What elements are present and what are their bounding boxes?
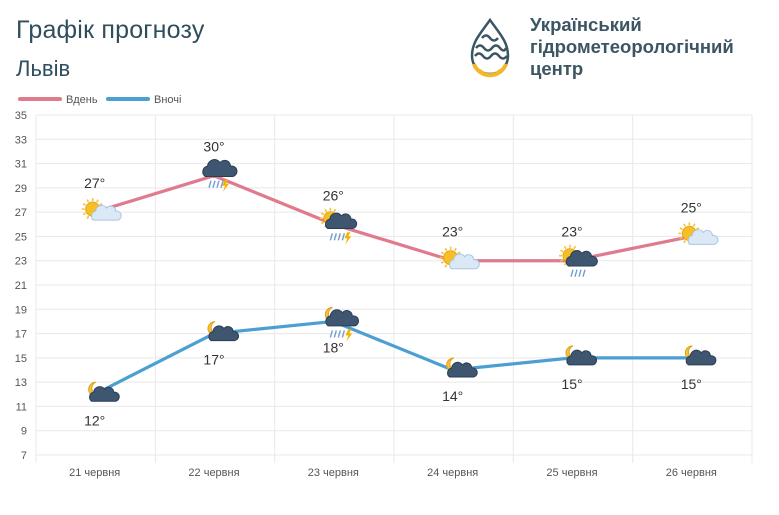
y-tick-label: 35 bbox=[15, 110, 27, 122]
cloud-shape bbox=[202, 159, 238, 177]
night-temp-label: 18° bbox=[323, 339, 344, 355]
lightning-bolt bbox=[222, 179, 229, 192]
sun-cloud-icon bbox=[678, 222, 719, 245]
x-tick-label: 26 червня bbox=[666, 467, 717, 479]
rain-drop bbox=[574, 269, 578, 277]
y-tick-label: 17 bbox=[15, 329, 27, 341]
moon-cloud-icon bbox=[207, 321, 240, 342]
x-tick-label: 25 червня bbox=[546, 467, 597, 479]
legend-label: Вночі bbox=[154, 94, 181, 106]
night-temp-label: 15° bbox=[561, 376, 582, 392]
rain-drop bbox=[329, 330, 334, 338]
rain-drop bbox=[337, 233, 342, 241]
rain-drop bbox=[333, 330, 338, 338]
y-tick-label: 31 bbox=[15, 159, 27, 171]
sun-cloud-icon bbox=[439, 246, 480, 270]
cloud-shape bbox=[687, 229, 719, 245]
y-tick-label: 7 bbox=[21, 450, 27, 462]
night-temp-label: 14° bbox=[442, 388, 463, 404]
rain-drop bbox=[341, 330, 346, 338]
x-tick-label: 24 червня bbox=[427, 467, 478, 479]
y-tick-label: 33 bbox=[15, 134, 27, 146]
y-tick-label: 23 bbox=[15, 256, 27, 268]
day-temp-label: 23° bbox=[442, 224, 463, 240]
sun-thunderstorm-rain-icon bbox=[319, 207, 358, 245]
org-name-line3: центр bbox=[530, 58, 584, 79]
hydromet-logo-icon bbox=[470, 18, 510, 78]
rain-drop bbox=[208, 180, 212, 188]
y-tick-label: 13 bbox=[15, 377, 27, 389]
sun-cloud-icon bbox=[81, 198, 122, 221]
cloud-shape bbox=[89, 386, 120, 402]
legend-label: Вдень bbox=[66, 94, 98, 106]
moon-cloud-rain-thunder-icon bbox=[324, 306, 359, 342]
y-tick-label: 15 bbox=[15, 353, 27, 365]
cloud-shape bbox=[208, 325, 240, 342]
cloud-shape bbox=[325, 309, 359, 327]
y-tick-label: 11 bbox=[16, 401, 27, 413]
rain-drop bbox=[212, 180, 216, 188]
org-name: Український гідрометеорологічний центр bbox=[530, 14, 734, 80]
rain-drop bbox=[341, 233, 346, 241]
lightning-bolt bbox=[344, 232, 352, 245]
rain-drop bbox=[333, 233, 338, 241]
cloud-shape bbox=[565, 250, 598, 267]
night-temp-label: 15° bbox=[681, 376, 702, 392]
night-temp-label: 17° bbox=[203, 352, 224, 368]
x-tick-label: 23 червня bbox=[308, 467, 359, 479]
sun-cloud-rain-icon bbox=[559, 244, 598, 277]
day-temp-label: 27° bbox=[84, 175, 105, 191]
y-tick-label: 25 bbox=[15, 231, 27, 243]
thunderstorm-rain-icon bbox=[202, 159, 238, 192]
night-temp-label: 12° bbox=[84, 412, 105, 428]
org-name-line2: гідрометеорологічний bbox=[530, 36, 734, 57]
rain-drop bbox=[329, 233, 334, 241]
day-temp-label: 30° bbox=[203, 139, 224, 155]
rain-drop bbox=[220, 180, 224, 188]
cloud-shape bbox=[447, 361, 478, 378]
cloud-shape bbox=[566, 349, 598, 366]
city-name: Львів bbox=[16, 56, 71, 81]
cloud-shape bbox=[91, 204, 122, 221]
y-tick-label: 21 bbox=[15, 280, 27, 292]
moon-cloud-icon bbox=[565, 345, 598, 366]
org-name-line1: Український bbox=[530, 14, 642, 35]
y-tick-label: 27 bbox=[15, 207, 27, 219]
lightning-bolt bbox=[345, 329, 353, 342]
chart-title: Графік прогнозу bbox=[16, 16, 205, 44]
day-temp-label: 26° bbox=[323, 187, 344, 203]
rain-drop bbox=[582, 269, 586, 277]
day-temp-label: 25° bbox=[681, 199, 702, 215]
y-tick-label: 19 bbox=[15, 304, 27, 316]
rain-drop bbox=[570, 269, 574, 277]
day-temp-label: 23° bbox=[561, 224, 582, 240]
moon-cloud-icon bbox=[684, 345, 717, 366]
x-tick-label: 22 червня bbox=[188, 467, 239, 479]
cloud-shape bbox=[325, 212, 358, 230]
x-tick-label: 21 червня bbox=[69, 467, 120, 479]
rain-drop bbox=[216, 180, 220, 188]
cloud-shape bbox=[449, 253, 480, 270]
rain-drop bbox=[578, 269, 582, 277]
y-tick-label: 9 bbox=[21, 426, 27, 438]
rain-drop bbox=[337, 330, 342, 338]
moon-cloud-icon bbox=[446, 357, 478, 378]
cloud-shape bbox=[685, 349, 717, 366]
moon-cloud-icon bbox=[88, 381, 120, 402]
day-series-line bbox=[94, 174, 692, 263]
y-tick-label: 29 bbox=[15, 183, 27, 195]
